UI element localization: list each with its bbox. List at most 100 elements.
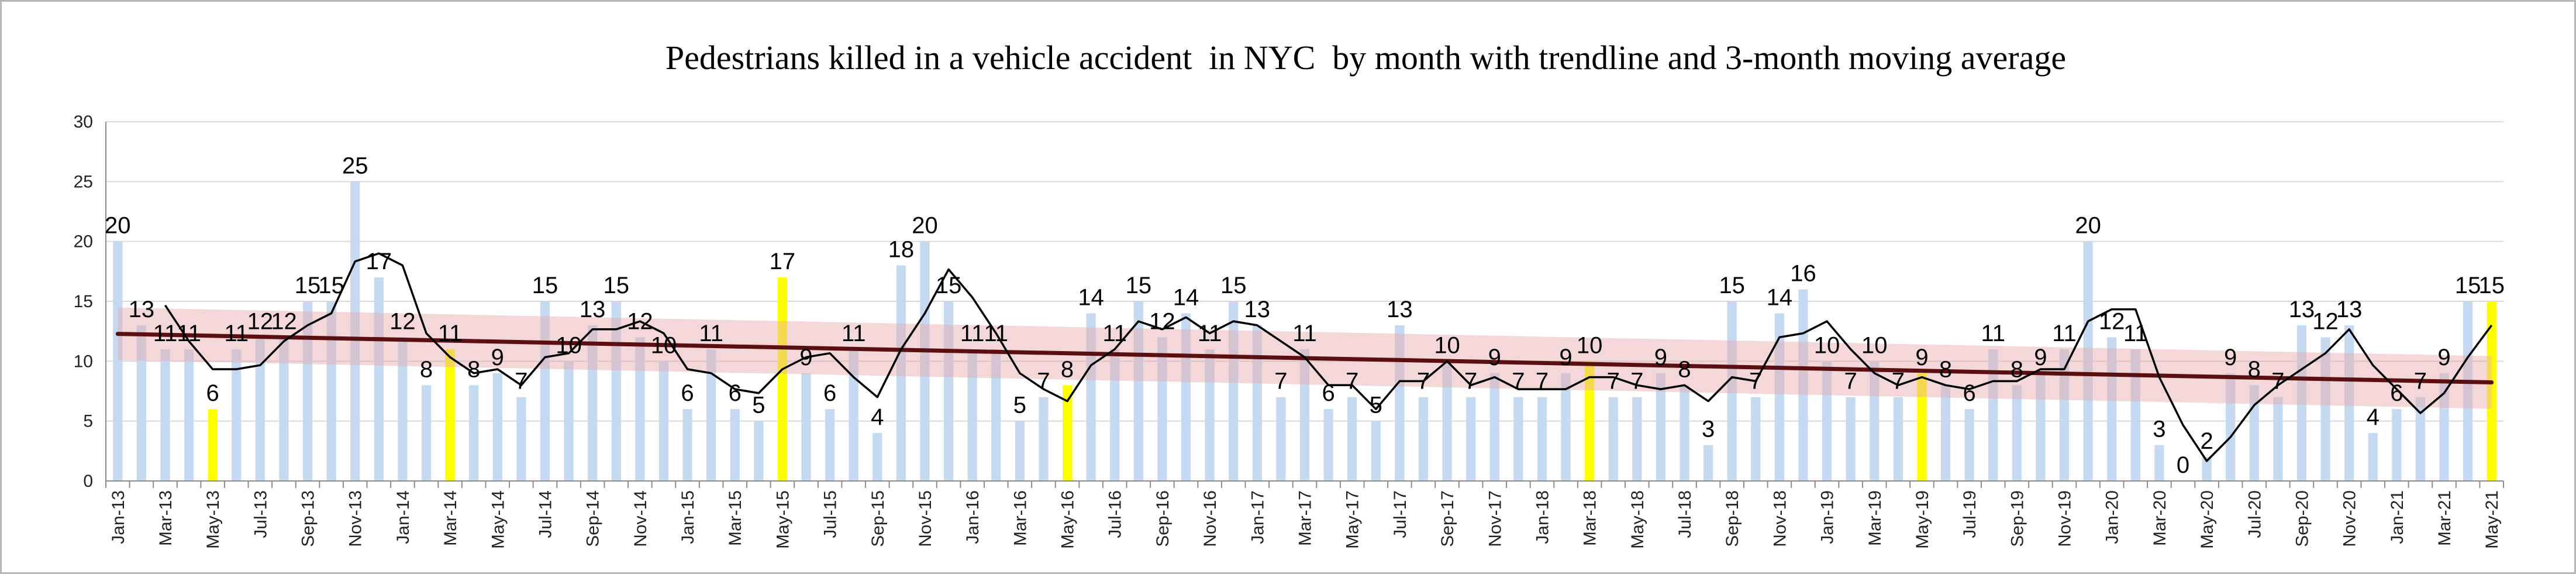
data-label: 25 [342,153,368,178]
x-tick-label: Mar-14 [441,490,460,546]
data-label: 14 [1173,284,1199,310]
x-tick-label: Jul-15 [821,490,840,538]
bar [635,337,645,481]
bar [1940,385,1951,481]
x-tick-label: Sep-20 [2292,490,2312,547]
x-tick-label: Jan-16 [963,490,982,544]
data-label: 12 [2099,308,2125,334]
data-label: 13 [2336,297,2363,322]
data-label: 9 [491,345,504,370]
bar [374,277,384,481]
bar [1276,397,1286,481]
data-label: 9 [2034,345,2047,370]
data-label: 3 [2153,417,2165,442]
x-tick-label: Jul-19 [1960,490,1980,538]
x-tick-label: Jul-13 [251,490,270,538]
bar [1822,361,1832,481]
bar-highlighted [1917,373,1927,481]
bar [1608,397,1618,481]
data-label: 14 [1078,284,1104,310]
x-tick-label: Nov-13 [346,490,365,547]
bar [326,301,336,481]
data-label: 0 [2177,452,2189,478]
data-label: 6 [206,380,219,406]
x-tick-label: Mar-21 [2435,490,2454,546]
bar [1371,421,1381,481]
x-tick-label: Jul-20 [2245,490,2264,538]
data-label: 15 [604,273,630,298]
bar [302,301,313,481]
data-label: 6 [1322,380,1334,406]
x-tick-label: Nov-14 [631,490,650,547]
bar [2154,445,2164,481]
data-label: 18 [888,237,915,263]
data-label: 13 [129,297,155,322]
x-tick-label: Sep-18 [1723,490,1742,547]
x-tick-label: May-21 [2482,490,2502,549]
bar [2415,397,2426,481]
y-tick-label: 20 [74,232,93,252]
data-label: 10 [1434,332,1460,358]
data-label: 6 [681,380,694,406]
data-label: 15 [295,273,321,298]
data-label: 13 [1244,297,1271,322]
bar [516,397,526,481]
bar [232,349,242,481]
bar [1513,397,1523,481]
data-label: 7 [1607,369,1620,394]
data-label: 9 [1915,345,1928,370]
data-label: 11 [1292,321,1317,346]
data-label: 10 [1861,332,1888,358]
data-label: 12 [271,308,297,334]
data-label: 10 [651,332,677,358]
x-tick-label: May-14 [488,490,508,549]
data-label: 20 [912,213,938,239]
data-label: 11 [225,321,249,346]
bar [2439,373,2449,481]
data-label: 9 [1559,345,1572,370]
data-label: 15 [1719,273,1745,298]
x-tick-label: Jan-17 [1248,490,1267,544]
bar-highlighted [777,277,788,481]
bar [255,337,265,481]
data-label: 8 [420,356,433,382]
data-label: 7 [2271,369,2284,394]
bar [2012,385,2022,481]
bar [2392,409,2402,481]
data-label: 7 [1464,369,1477,394]
data-label: 15 [1220,273,1247,298]
data-label: 20 [2075,213,2101,239]
x-tick-label: Jan-13 [109,490,128,544]
bar [1418,397,1429,481]
data-label: 12 [389,308,416,334]
data-label: 10 [556,332,582,358]
x-tick-label: May-19 [1913,490,1932,549]
bar [160,349,170,481]
y-tick-label: 25 [74,172,93,191]
bar [492,373,502,481]
bar [1632,397,1642,481]
data-label: 11 [438,321,463,346]
data-label: 11 [960,321,985,346]
bar [1229,301,1239,481]
x-tick-label: May-15 [773,490,792,549]
bar [2083,241,2093,481]
bar [1846,397,1856,481]
bar [1561,373,1571,481]
x-tick-label: Mar-17 [1296,490,1315,546]
x-tick-label: Jul-17 [1391,490,1410,538]
data-label: 2 [2200,428,2213,454]
x-tick-label: Sep-13 [299,490,318,547]
data-label: 11 [699,321,723,346]
data-label: 15 [318,273,344,298]
x-tick-label: Jan-14 [394,490,413,544]
bar [1751,397,1761,481]
x-tick-label: Mar-18 [1581,490,1600,546]
data-label: 3 [1702,417,1715,442]
data-label: 14 [1767,284,1793,310]
data-label: 8 [1678,356,1691,382]
data-label: 8 [467,356,480,382]
x-tick-label: Jan-20 [2103,490,2122,544]
x-tick-label: Nov-18 [1770,490,1789,547]
data-label: 9 [1654,345,1667,370]
